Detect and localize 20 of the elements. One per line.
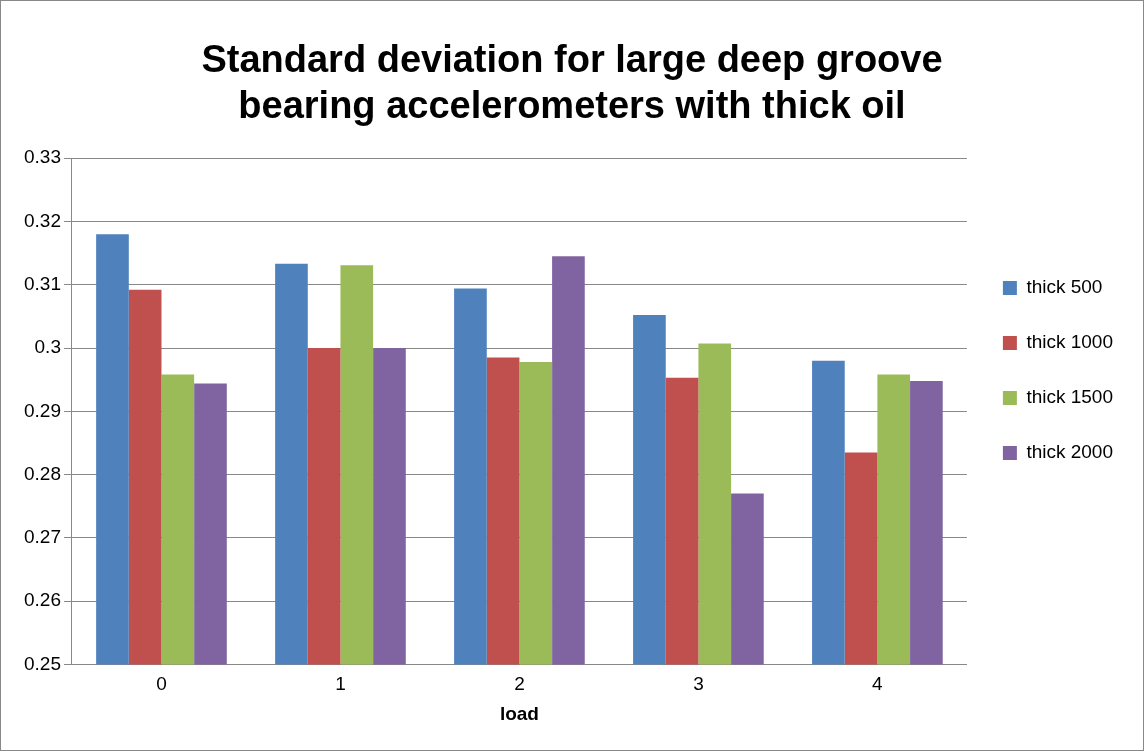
y-tick-label: 0.25 xyxy=(24,652,61,674)
x-tick-label: 3 xyxy=(693,673,704,695)
y-tick-label: 0.26 xyxy=(24,589,61,611)
legend-label: thick 2000 xyxy=(1026,441,1114,463)
y-tick-label: 0.28 xyxy=(24,462,61,484)
y-tick-label: 0.32 xyxy=(24,209,61,231)
x-tick-label: 2 xyxy=(514,673,525,695)
legend-label: thick 1500 xyxy=(1026,386,1114,408)
x-tick-label: 1 xyxy=(335,673,346,695)
y-tick-label: 0.27 xyxy=(24,526,61,548)
x-tick-label: 0 xyxy=(156,673,167,695)
y-tick-label: 0.33 xyxy=(24,146,61,168)
chart-title: Standard deviation for large deep groove bearing accelerometers with thick oil xyxy=(201,38,943,126)
x-axis-title: load xyxy=(499,702,539,724)
y-tick-label: 0.31 xyxy=(24,272,61,294)
legend-label: thick 1000 xyxy=(1026,331,1114,353)
legend-label: thick 500 xyxy=(1026,276,1103,298)
y-tick-label: 0.3 xyxy=(34,336,61,358)
y-tick-label: 0.29 xyxy=(24,399,61,421)
x-tick-label: 4 xyxy=(872,673,884,695)
